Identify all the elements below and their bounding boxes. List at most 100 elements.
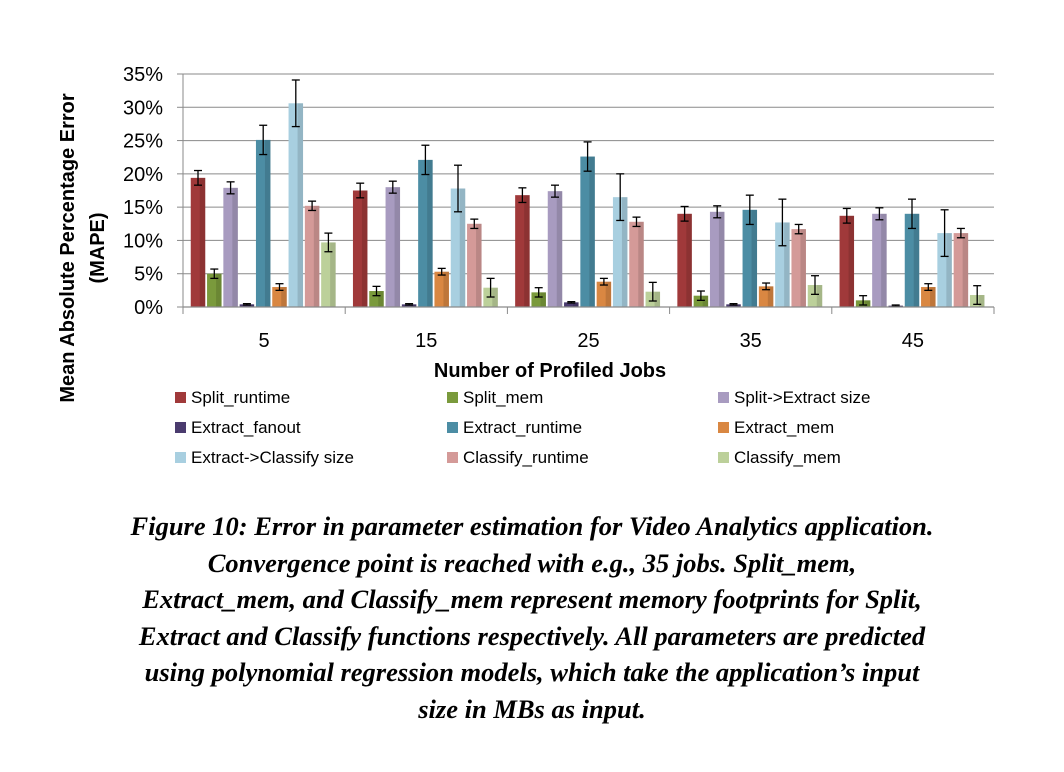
bar <box>839 215 855 307</box>
bar-extract-runtime <box>904 213 920 307</box>
bar <box>709 211 725 307</box>
caption-line: Extract and Classify functions respectiv… <box>138 620 926 651</box>
error-bar <box>210 268 219 280</box>
error-bar <box>194 169 202 186</box>
bar <box>677 213 692 307</box>
bar <box>369 291 384 307</box>
bar-split-extract-size <box>547 191 563 307</box>
bar-split-mem <box>207 273 222 307</box>
bar-extract-classify-size <box>937 233 952 307</box>
bar <box>207 273 222 307</box>
bar <box>937 233 952 307</box>
legend-label: Extract_mem <box>734 418 834 437</box>
x-axis <box>182 306 995 314</box>
error-bar <box>308 200 317 212</box>
error-bar <box>567 301 576 304</box>
error-bar <box>745 194 754 226</box>
bar-shade <box>459 188 466 307</box>
bar <box>321 242 336 307</box>
bar-classify-runtime <box>629 221 644 307</box>
bar-shade <box>232 187 238 307</box>
bar <box>352 190 368 307</box>
bar-split-extract-size <box>223 187 238 307</box>
error-bar <box>891 304 900 307</box>
y-tick-label: 0% <box>134 297 163 319</box>
error-bar <box>794 223 803 235</box>
bar <box>223 187 238 307</box>
bar-split-runtime <box>677 213 692 307</box>
bar-extract-runtime <box>580 156 595 307</box>
bar-shade <box>800 229 806 307</box>
bar-extract-runtime <box>255 139 271 307</box>
error-bar <box>356 182 365 199</box>
bar-shade <box>702 295 709 307</box>
bar <box>596 281 612 307</box>
legend-label: Extract_runtime <box>463 418 582 437</box>
legend-swatch <box>718 452 729 463</box>
bar <box>904 213 920 307</box>
error-bar <box>632 216 641 228</box>
bar-shade <box>476 223 482 307</box>
error-bar <box>486 277 495 298</box>
bar-classify-runtime <box>467 223 482 307</box>
error-bar <box>291 79 300 128</box>
bar-shade <box>589 156 595 307</box>
bar-shade <box>735 304 741 307</box>
legend: Split_runtime Split_mem Split->Extract siz… <box>175 388 871 467</box>
legend-swatch <box>447 422 458 433</box>
bar <box>401 304 417 307</box>
legend-item: Classify_mem <box>718 448 841 467</box>
bar <box>418 159 433 307</box>
bar-split-mem <box>531 292 546 307</box>
bar-shade <box>946 233 952 307</box>
caption-line: using polynomial regression models, whic… <box>144 657 920 687</box>
y-axis-title-line-2: (MAPE) <box>87 212 109 283</box>
bar-extract-fanout <box>726 304 741 307</box>
bar <box>564 302 579 307</box>
bar <box>515 195 530 307</box>
bar-shade <box>361 190 368 307</box>
legend-swatch <box>718 392 729 403</box>
bar-extract-mem <box>434 271 449 307</box>
x-tick-label: 45 <box>902 330 924 352</box>
bar-extract-mem <box>272 287 287 307</box>
bar <box>807 285 823 307</box>
bar-shade <box>378 291 384 307</box>
error-bar <box>956 227 965 239</box>
bar-split-extract-size <box>872 213 887 307</box>
bar-shade <box>394 187 401 307</box>
error-bar <box>405 303 414 306</box>
error-bar <box>842 207 851 224</box>
bar-shade <box>816 285 823 307</box>
legend-swatch <box>447 452 458 463</box>
bar-shade <box>621 197 628 307</box>
bar-shade <box>605 281 612 307</box>
bar-classify-mem <box>807 285 823 307</box>
legend-label: Extract->Classify size <box>191 448 354 467</box>
bar-shade <box>524 195 530 307</box>
bar <box>921 287 936 307</box>
bar-shade <box>913 213 920 307</box>
error-bar <box>551 184 559 198</box>
x-tick-label: 15 <box>415 330 437 352</box>
error-bar <box>875 207 884 221</box>
error-bar <box>908 198 916 230</box>
bar-classify-runtime <box>953 233 969 307</box>
bar-shade <box>443 271 449 307</box>
bar-shade <box>864 300 871 307</box>
error-bar <box>940 209 949 258</box>
bar-split-extract-size <box>385 187 401 307</box>
bar-split-extract-size <box>709 211 725 307</box>
bar <box>953 233 969 307</box>
x-axis-title: Number of Profiled Jobs <box>434 360 666 382</box>
bar <box>693 295 709 307</box>
y-tick-label: 35% <box>123 64 163 86</box>
bar-shade <box>427 159 433 307</box>
y-tick-label: 30% <box>123 97 163 119</box>
bar <box>872 213 887 307</box>
x-tick-label: 35 <box>740 330 762 352</box>
x-tick-label: 25 <box>577 330 599 352</box>
bar-extract-mem <box>596 281 612 307</box>
bar-shade <box>930 287 936 307</box>
error-bar <box>421 144 430 176</box>
